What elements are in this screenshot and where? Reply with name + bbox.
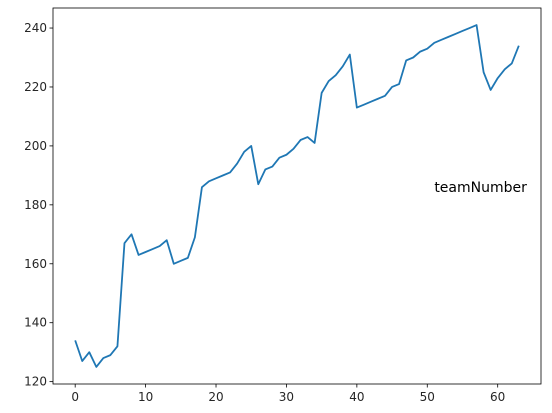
x-tick-label: 10 [138,390,153,404]
x-tick-label: 60 [490,390,505,404]
plot-area [52,7,542,385]
x-axis: 0 10 20 30 40 50 60 [71,384,505,404]
x-tick-label: 40 [349,390,364,404]
y-tick-label: 180 [24,198,47,212]
y-tick-label: 120 [24,375,47,389]
y-axis: 120 140 160 180 200 220 240 [24,21,53,389]
y-tick-label: 240 [24,21,47,35]
y-tick-label: 220 [24,80,47,94]
x-tick-label: 30 [279,390,294,404]
x-tick-label: 20 [208,390,223,404]
x-tick-label: 0 [71,390,79,404]
series-line-0 [74,24,520,368]
x-tick-label: 50 [420,390,435,404]
series-layer [74,24,520,368]
y-tick-label: 160 [24,257,47,271]
y-tick-label: 200 [24,139,47,153]
annotation-label: teamNumber [434,180,527,196]
y-tick-label: 140 [24,316,47,330]
plot-frame [52,7,542,385]
